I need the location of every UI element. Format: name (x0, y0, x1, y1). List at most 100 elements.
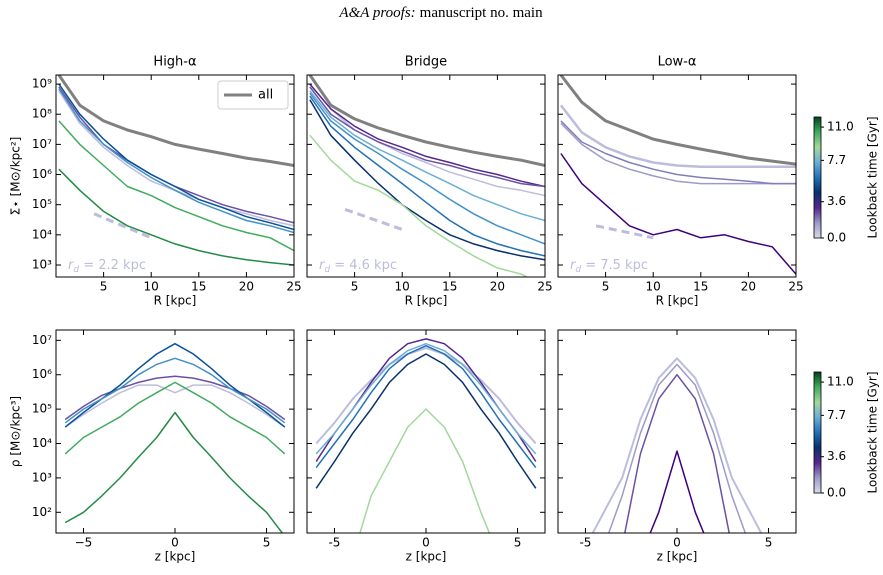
y-tick-label: 10⁸ (32, 107, 52, 121)
series-line (591, 357, 763, 533)
axes-frame (55, 329, 295, 534)
series-line (559, 104, 796, 169)
y-tick-label: 10⁶ (32, 367, 52, 381)
series-line (560, 153, 796, 275)
y-tick-label: 10⁷ (32, 137, 52, 151)
series-line (309, 90, 545, 222)
x-tick-label: 5 (351, 280, 359, 294)
series-line (624, 373, 730, 533)
series-line (315, 347, 537, 445)
x-tick-label: 25 (286, 280, 301, 294)
panel-title: High-α (153, 55, 196, 70)
series-line (57, 75, 294, 167)
x-tick-label: 10 (646, 280, 661, 294)
legend-label: all (258, 88, 273, 103)
colorbar (813, 116, 822, 239)
x-axis-label: z [kpc] (406, 550, 447, 564)
series-line (309, 83, 545, 188)
series-line (309, 92, 545, 245)
reference-line (595, 224, 654, 240)
colorbar (813, 371, 822, 494)
x-tick-label: −5 (75, 536, 93, 550)
series-line (649, 450, 705, 533)
annotation-subscript: d (324, 265, 330, 275)
series-line (315, 344, 537, 469)
plot-area (315, 338, 537, 533)
annotation-text: = 2.2 kpc (79, 258, 146, 273)
x-tick-label: 25 (788, 280, 803, 294)
plot-area (559, 75, 796, 275)
y-tick-label: 10³ (32, 258, 52, 272)
series-line (58, 90, 294, 227)
axes-frame (55, 74, 295, 278)
series-line (309, 83, 545, 197)
y-tick-label: 10⁴ (32, 227, 52, 241)
colorbar-tick-label: 11.0 (827, 375, 854, 389)
axes-frame (306, 329, 546, 534)
annotation-subscript: d (575, 265, 581, 275)
plot-area (591, 357, 763, 533)
colorbar-tick-label: 0.0 (827, 231, 846, 245)
series-line (309, 134, 529, 277)
x-tick-label: 10 (395, 280, 410, 294)
colorbar-tick-label: 3.6 (827, 449, 846, 463)
series-line (64, 375, 286, 421)
annotation: rd = 7.5 kpc (570, 258, 648, 275)
series-line (315, 342, 537, 455)
x-tick-label: 25 (537, 280, 552, 294)
y-axis-label: ρ [M⊙/kpc³] (9, 396, 23, 467)
series-line (560, 120, 796, 185)
colorbar-label: Lookback time [Gyr] (866, 116, 880, 238)
x-tick-label: 5 (514, 536, 522, 550)
annotation-text: = 7.5 kpc (581, 258, 648, 273)
series-line (58, 120, 294, 252)
panel-title: Low-α (658, 55, 697, 70)
annotation-symbol: r (319, 258, 326, 273)
x-tick-label: 5 (602, 280, 610, 294)
x-tick-label: 20 (490, 280, 505, 294)
annotation-symbol: r (570, 258, 577, 273)
series-line (607, 363, 747, 533)
x-tick-label: 15 (442, 280, 457, 294)
x-axis-label: R [kpc] (405, 294, 448, 308)
annotation-text: = 4.6 kpc (330, 258, 397, 273)
annotation: rd = 4.6 kpc (319, 258, 397, 275)
y-tick-label: 10⁴ (32, 436, 52, 450)
axes-frame (306, 74, 546, 278)
y-tick-label: 10⁷ (32, 333, 52, 347)
colorbar-tick-label: 7.7 (827, 153, 846, 167)
colorbar-tick-label: 0.0 (827, 486, 846, 500)
series-line (559, 75, 796, 166)
series-line (64, 357, 286, 424)
x-tick-label: 0 (171, 536, 179, 550)
x-axis-label: R [kpc] (656, 294, 699, 308)
x-tick-label: 5 (765, 536, 773, 550)
series-line (315, 338, 537, 462)
plot-area (64, 342, 286, 533)
series-line (315, 353, 537, 489)
x-tick-label: 5 (263, 536, 271, 550)
x-tick-label: 10 (144, 280, 159, 294)
colorbar-label: Lookback time [Gyr] (866, 371, 880, 493)
series-line (359, 408, 491, 533)
series-line (64, 384, 286, 428)
annotation-symbol: r (68, 258, 75, 273)
plot-area (57, 75, 294, 266)
x-axis-label: z [kpc] (155, 550, 196, 564)
x-tick-label: -5 (579, 536, 591, 550)
x-tick-label: 20 (239, 280, 254, 294)
y-tick-label: 10² (32, 505, 52, 519)
x-tick-label: 5 (100, 280, 108, 294)
reference-line (344, 207, 403, 231)
x-axis-label: R [kpc] (154, 294, 197, 308)
axes-frame (557, 74, 797, 278)
y-tick-label: 10⁶ (32, 167, 52, 181)
series-line (309, 99, 545, 261)
x-axis-label: z [kpc] (657, 550, 698, 564)
colorbar-tick-label: 7.7 (827, 408, 846, 422)
series-line (58, 168, 294, 266)
panel-title: Bridge (405, 55, 447, 70)
annotation: rd = 2.2 kpc (68, 258, 146, 275)
series-line (64, 411, 284, 533)
